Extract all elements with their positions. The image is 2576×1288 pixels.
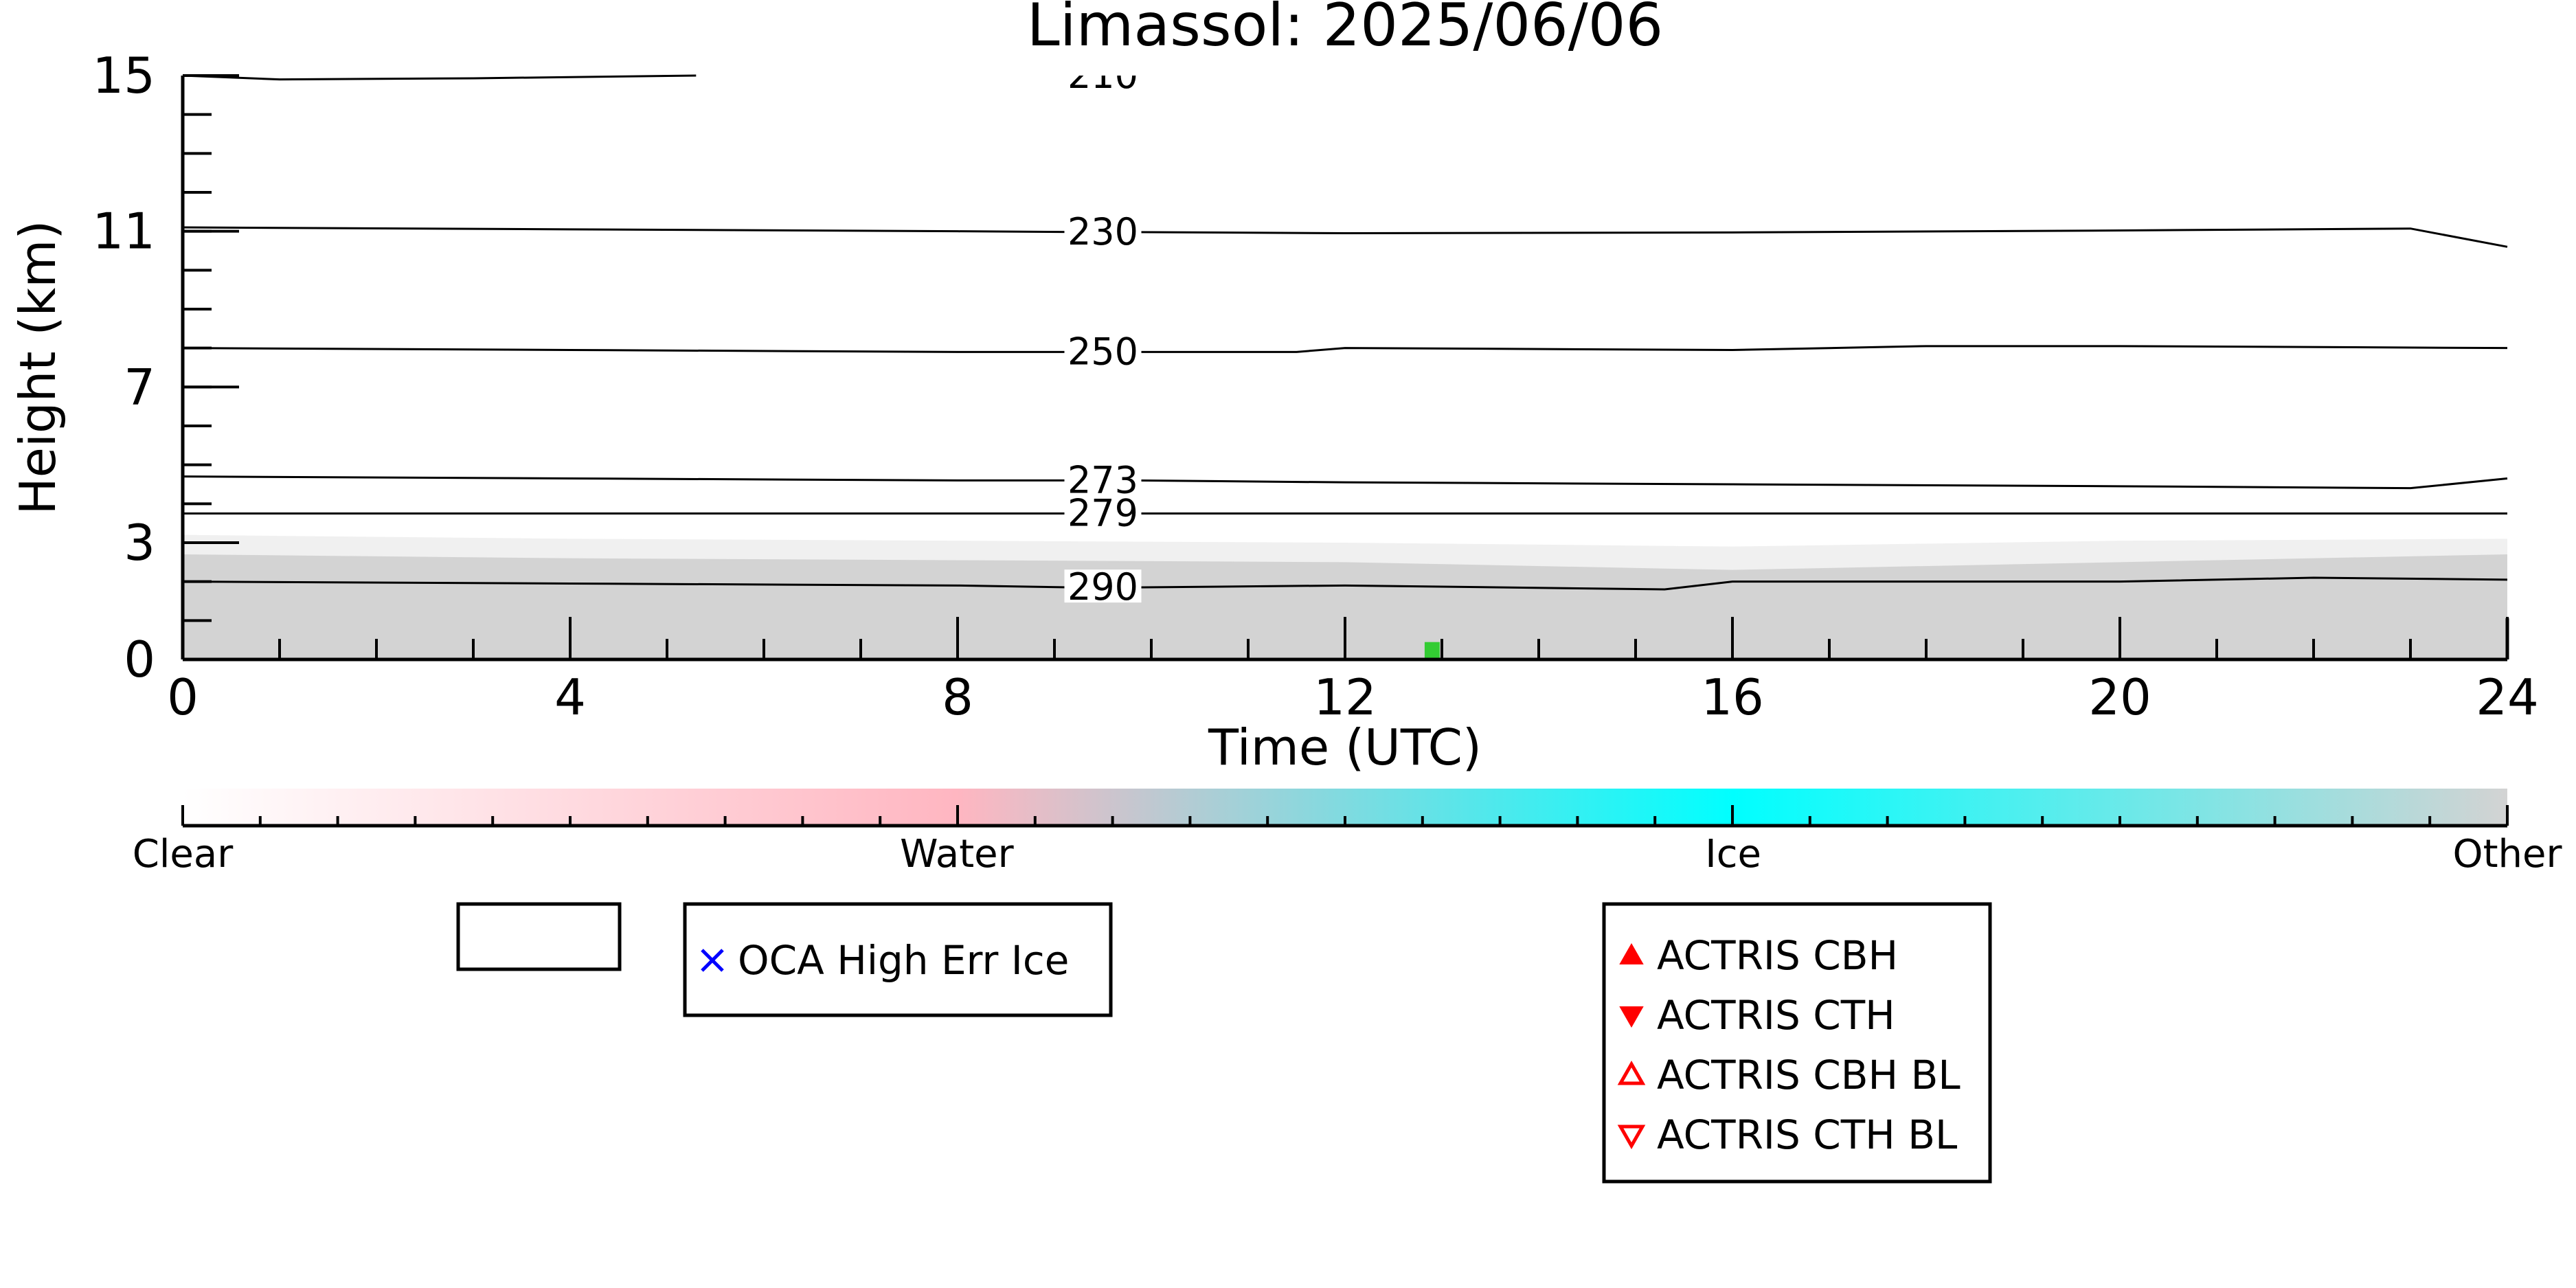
legends: OCA High Err Ice ACTRIS CBH ACTRIS CTH ACTR… <box>456 902 1992 1184</box>
y-tick-label: 0 <box>124 631 155 688</box>
x-tick-label: 4 <box>554 668 586 726</box>
contour-label-bg-279 <box>1064 495 1142 529</box>
x-tick-label: 24 <box>2476 668 2539 726</box>
colorbar-label-water: Water <box>900 832 1015 877</box>
axes: 0 3 7 11 15 0 4 8 12 16 20 24 <box>92 47 2538 726</box>
contour-line-290 <box>182 576 2508 591</box>
contour-label-bg-290 <box>1064 569 1142 603</box>
contour-label-230: 230 <box>1067 210 1138 253</box>
x-tick-label: 16 <box>1701 668 1764 726</box>
x-tick-label: 8 <box>942 668 973 726</box>
contour-line-273 <box>182 475 2508 490</box>
contour-label-210: 210 <box>1067 54 1138 97</box>
y-tick-label: 15 <box>92 47 155 104</box>
contour-label-bg-230 <box>1064 214 1142 247</box>
contour-line-250 <box>182 345 2508 353</box>
legend-box <box>456 902 622 971</box>
contour-label-273: 273 <box>1067 458 1138 501</box>
chart-title: Limassol: 2025/06/06 <box>1027 0 1663 60</box>
contour-line-210 <box>182 74 697 81</box>
colorbar-label-clear: Clear <box>133 832 234 877</box>
contour-label-bg-273 <box>1064 462 1142 496</box>
contour-label-bg-250 <box>1064 334 1142 368</box>
contour-label-290: 290 <box>1067 565 1138 609</box>
legend-x-icon <box>701 949 724 972</box>
colorbar: Clear Water Ice Other <box>133 789 2562 877</box>
triangle-up-icon <box>1617 1060 1646 1085</box>
contour-line-230 <box>182 226 2508 248</box>
y-tick-label: 7 <box>124 358 155 416</box>
y-tick-label: 11 <box>92 203 155 260</box>
colorbar-label-ice: Ice <box>1705 832 1761 877</box>
y-tick-label: 3 <box>124 514 155 572</box>
triangle-up-icon <box>1619 942 1644 964</box>
x-tick-label: 0 <box>167 668 199 726</box>
x-tick-label: 20 <box>2088 668 2151 726</box>
legend-entry-label: ACTRIS CBH BL <box>1657 1052 1961 1098</box>
legend-entry-label: ACTRIS CTH <box>1657 992 1895 1039</box>
contour-label-279: 279 <box>1067 492 1138 535</box>
legend-entry-label: ACTRIS CBH <box>1657 932 1898 979</box>
legend-box <box>1602 902 1992 1184</box>
y-axis-label: Height (km) <box>9 221 67 515</box>
legend-entry-label: ACTRIS CTH BL <box>1657 1111 1957 1158</box>
colorbar-label-other: Other <box>2452 832 2562 877</box>
legend-entry-label: OCA High Err Ice <box>738 937 1069 984</box>
x-axis-label: Time (UTC) <box>1208 719 1482 776</box>
triangle-down-icon <box>1617 1125 1646 1150</box>
legend-box <box>683 902 1113 1017</box>
triangle-down-icon <box>1619 1006 1644 1028</box>
marker-oca <box>1424 642 1440 659</box>
contour-label-250: 250 <box>1067 330 1138 373</box>
x-tick-label: 12 <box>1313 668 1377 726</box>
